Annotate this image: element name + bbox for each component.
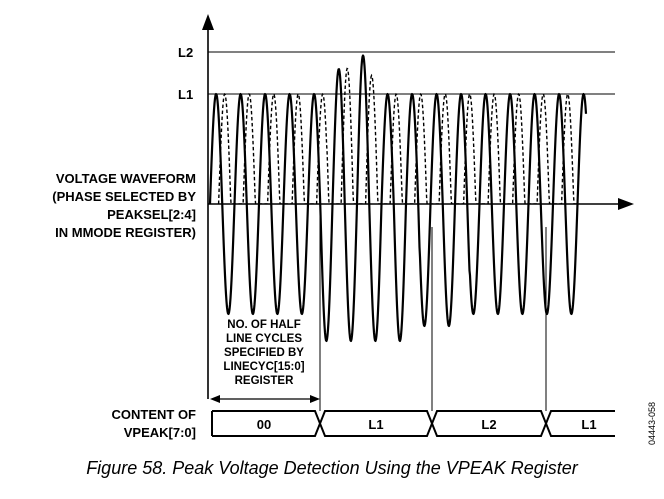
- half-cycles-line: LINE CYCLES: [226, 333, 302, 345]
- half-cycles-line: LINECYC[15:0]: [223, 361, 304, 373]
- half-cycles-line: SPECIFIED BY: [224, 347, 304, 359]
- half-cycles-box: [215, 316, 315, 392]
- register-label-line: CONTENT OF: [112, 407, 197, 422]
- register-value-l1: L1: [368, 417, 383, 432]
- half-cycles-line: REGISTER: [235, 375, 294, 387]
- figure-caption: Figure 58. Peak Voltage Detection Using …: [86, 458, 578, 478]
- waveform-label: VOLTAGE WAVEFORM (PHASE SELECTED BY PEAK…: [52, 171, 196, 240]
- half-cycles-label: NO. OF HALF LINE CYCLES SPECIFIED BY LIN…: [223, 319, 304, 387]
- waveform-label-line: (PHASE SELECTED BY: [52, 189, 196, 204]
- register-value-l2: L2: [481, 417, 496, 432]
- register-bus: [211, 410, 615, 437]
- register-label-line: VPEAK[7:0]: [124, 425, 196, 440]
- figure-id: 04443-058: [647, 402, 657, 445]
- register-update-markers: [319, 204, 547, 411]
- x-axis-arrow: [618, 198, 634, 210]
- solid-waveform: [208, 54, 588, 343]
- level-label-l2: L2: [178, 45, 193, 60]
- dashed-waveform: [217, 67, 580, 204]
- waveform-label-line: PEAKSEL[2:4]: [107, 207, 196, 222]
- waveform-label-line: IN MMODE REGISTER): [55, 225, 196, 240]
- register-value-l1-final: L1: [581, 417, 596, 432]
- level-label-l1: L1: [178, 87, 193, 102]
- register-value-00: 00: [257, 417, 271, 432]
- half-cycles-span-arrow: [210, 395, 320, 403]
- half-cycles-line: NO. OF HALF: [227, 319, 300, 331]
- waveform-label-line: VOLTAGE WAVEFORM: [56, 171, 196, 186]
- y-axis-arrow: [202, 14, 214, 30]
